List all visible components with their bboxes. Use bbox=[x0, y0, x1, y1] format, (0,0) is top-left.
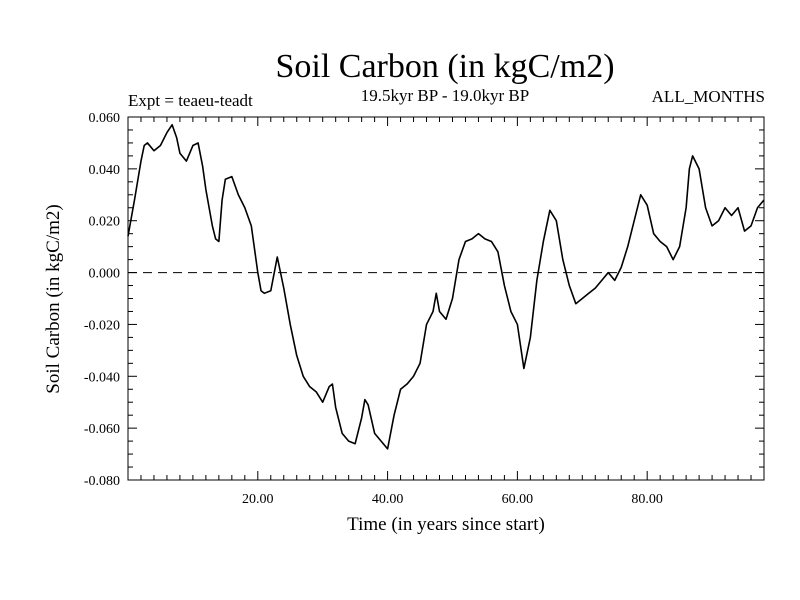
y-tick-label: -0.060 bbox=[84, 422, 120, 437]
x-axis-label: Time (in years since start) bbox=[347, 514, 545, 535]
y-tick-label: 0.000 bbox=[89, 267, 121, 282]
period-label: ALL_MONTHS bbox=[652, 87, 765, 106]
x-tick-label: 80.00 bbox=[631, 492, 663, 507]
y-axis-label: Soil Carbon (in kgC/m2) bbox=[43, 204, 64, 393]
x-tick-label: 20.00 bbox=[242, 492, 274, 507]
series-line bbox=[127, 123, 765, 450]
y-tick-label: -0.040 bbox=[84, 370, 120, 385]
chart-title: Soil Carbon (in kgC/m2) bbox=[275, 48, 614, 85]
y-tick-label: 0.040 bbox=[89, 163, 121, 178]
y-tick-label: -0.080 bbox=[84, 474, 120, 489]
y-tick-label: 0.020 bbox=[89, 215, 121, 230]
experiment-label: Expt = teaeu-teadt bbox=[128, 91, 253, 110]
x-tick-label: 60.00 bbox=[502, 492, 534, 507]
y-tick-label: -0.020 bbox=[84, 318, 120, 333]
chart-subtitle: 19.5kyr BP - 19.0kyr BP bbox=[361, 86, 529, 105]
plot-frame bbox=[127, 116, 765, 481]
y-tick-label: 0.060 bbox=[89, 111, 121, 126]
x-tick-label: 40.00 bbox=[372, 492, 404, 507]
